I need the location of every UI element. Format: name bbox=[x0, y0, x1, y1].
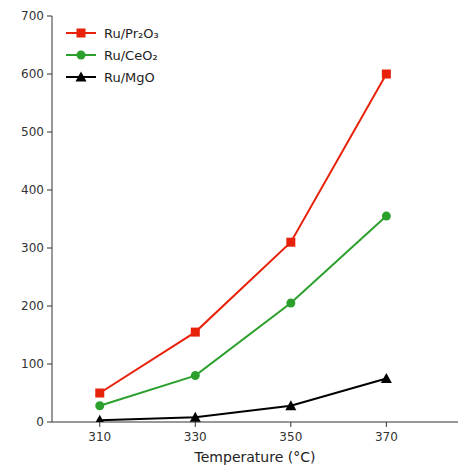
series bbox=[95, 70, 391, 398]
point bbox=[286, 299, 295, 308]
x-axis-label: Temperature (°C) bbox=[194, 449, 316, 465]
y-tick-label: 600 bbox=[21, 67, 44, 81]
y-tick-label: 500 bbox=[21, 125, 44, 139]
y-tick bbox=[47, 364, 52, 365]
legend-label: Ru/Pr₂O₃ bbox=[104, 26, 159, 41]
point bbox=[191, 371, 200, 380]
axes: 310 330 350 370 0 100 200 300 400 500 600 700 bbox=[21, 9, 458, 444]
y-tick-label: 0 bbox=[36, 415, 44, 429]
x-axis-line bbox=[52, 422, 458, 423]
legend: Ru/Pr₂O₃ Ru/CeO₂ Ru/MgO bbox=[66, 26, 159, 85]
point bbox=[94, 415, 105, 422]
y-axis-line bbox=[52, 16, 53, 422]
line bbox=[100, 216, 387, 406]
x-tick bbox=[99, 422, 100, 427]
point bbox=[191, 328, 200, 337]
y-tick bbox=[47, 306, 52, 307]
point bbox=[382, 70, 391, 79]
plot-area bbox=[94, 70, 392, 423]
point bbox=[190, 412, 201, 422]
x-tick-label: 310 bbox=[88, 430, 111, 444]
legend-marker bbox=[76, 72, 87, 82]
y-tick bbox=[47, 132, 52, 133]
line bbox=[100, 379, 387, 421]
point bbox=[381, 373, 392, 383]
y-tick-label: 700 bbox=[21, 9, 44, 23]
x-tick-label: 330 bbox=[184, 430, 207, 444]
y-tick-label: 100 bbox=[21, 357, 44, 371]
y-tick bbox=[47, 422, 52, 423]
series bbox=[94, 373, 392, 422]
point bbox=[382, 212, 391, 221]
y-tick bbox=[47, 190, 52, 191]
x-tick-label: 370 bbox=[375, 430, 398, 444]
chart: 310 330 350 370 0 100 200 300 400 500 600 700 Temper… bbox=[0, 0, 474, 474]
line bbox=[100, 74, 387, 393]
legend-marker bbox=[77, 51, 86, 60]
x-tick-label: 350 bbox=[279, 430, 302, 444]
y-tick bbox=[47, 248, 52, 249]
point bbox=[285, 400, 296, 410]
x-tick bbox=[386, 422, 387, 427]
point bbox=[95, 389, 104, 398]
point bbox=[286, 238, 295, 247]
x-tick bbox=[195, 422, 196, 427]
y-tick bbox=[47, 16, 52, 17]
legend-marker bbox=[77, 29, 86, 38]
y-tick bbox=[47, 74, 52, 75]
series bbox=[95, 212, 391, 411]
y-tick-label: 300 bbox=[21, 241, 44, 255]
x-tick bbox=[290, 422, 291, 427]
legend-label: Ru/CeO₂ bbox=[104, 48, 158, 63]
y-tick-label: 200 bbox=[21, 299, 44, 313]
legend-label: Ru/MgO bbox=[104, 70, 155, 85]
y-tick-label: 400 bbox=[21, 183, 44, 197]
point bbox=[95, 401, 104, 410]
